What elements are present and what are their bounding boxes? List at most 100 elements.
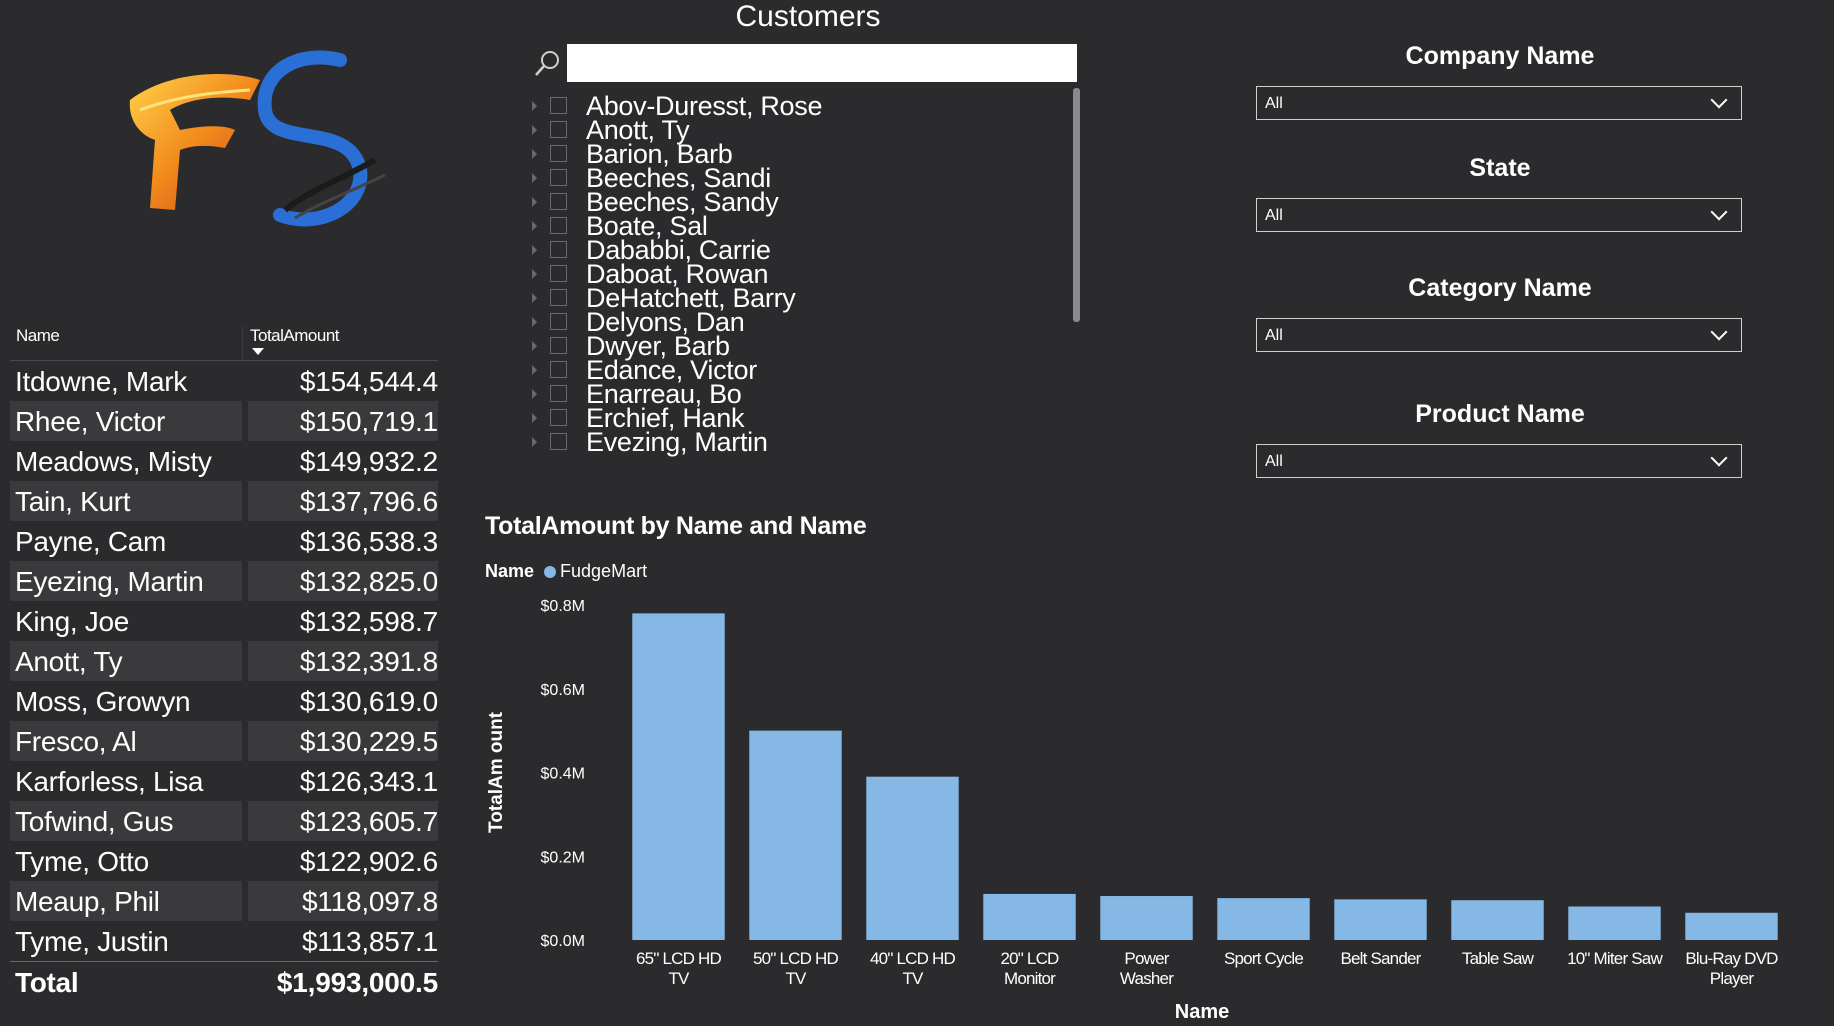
- bar[interactable]: [1451, 900, 1544, 940]
- chevron-down-icon[interactable]: [1710, 449, 1728, 467]
- customer-checkbox[interactable]: [550, 193, 567, 210]
- table-row[interactable]: Karforless, Lisa $126,343.1: [10, 761, 438, 801]
- customer-checkbox[interactable]: [550, 265, 567, 282]
- expand-arrow-icon[interactable]: [532, 389, 537, 399]
- cell-separator: [242, 481, 248, 521]
- chevron-down-icon[interactable]: [1710, 323, 1728, 341]
- total-label: Total: [15, 967, 79, 998]
- expand-arrow-icon[interactable]: [532, 437, 537, 447]
- table-row[interactable]: Tofwind, Gus $123,605.7: [10, 801, 438, 841]
- customer-list-item[interactable]: Daboat, Rowan: [530, 259, 1070, 289]
- table-row[interactable]: Tyme, Justin $113,857.1: [10, 921, 438, 961]
- column-header-totalamount[interactable]: TotalAmount: [250, 326, 340, 345]
- cell-total-amount: $126,343.1: [299, 766, 438, 797]
- customer-list-item[interactable]: Delyons, Dan: [530, 307, 1070, 337]
- customers-search-input[interactable]: [567, 44, 1077, 82]
- customer-checkbox[interactable]: [550, 289, 567, 306]
- customer-checkbox[interactable]: [550, 409, 567, 426]
- cell-total-amount: $113,857.1: [301, 926, 438, 957]
- expand-arrow-icon[interactable]: [532, 125, 537, 135]
- table-row[interactable]: Fresco, Al $130,229.5: [10, 721, 438, 761]
- bar[interactable]: [749, 730, 842, 940]
- customer-checkbox[interactable]: [550, 313, 567, 330]
- customer-checkbox[interactable]: [550, 145, 567, 162]
- expand-arrow-icon[interactable]: [532, 149, 537, 159]
- customer-list-item[interactable]: Beeches, Sandi: [530, 163, 1070, 193]
- bar[interactable]: [1100, 896, 1193, 940]
- expand-arrow-icon[interactable]: [532, 173, 537, 183]
- bar[interactable]: [1334, 899, 1427, 940]
- expand-arrow-icon[interactable]: [532, 101, 537, 111]
- bar[interactable]: [1217, 898, 1310, 940]
- customer-checkbox[interactable]: [550, 361, 567, 378]
- customer-list-item[interactable]: Edance, Victor: [530, 355, 1070, 385]
- x-tick-label: Blu-Ray DVD: [1685, 949, 1778, 968]
- customer-list-item[interactable]: Dababbi, Carrie: [530, 235, 1070, 265]
- product-name-dropdown[interactable]: All: [1256, 444, 1742, 478]
- customer-checkbox[interactable]: [550, 385, 567, 402]
- expand-arrow-icon[interactable]: [532, 221, 537, 231]
- state-dropdown[interactable]: All: [1256, 198, 1742, 232]
- table-row[interactable]: Moss, Growyn $130,619.0: [10, 681, 438, 721]
- table-row[interactable]: Meadows, Misty $149,932.2: [10, 441, 438, 481]
- company-name-slicer-title: Company Name: [1405, 42, 1595, 70]
- table-row[interactable]: Itdowne, Mark $154,544.4: [10, 361, 438, 401]
- chevron-down-icon[interactable]: [1710, 203, 1728, 221]
- table-row[interactable]: King, Joe $132,598.7: [10, 601, 438, 641]
- bar[interactable]: [1685, 912, 1778, 940]
- expand-arrow-icon[interactable]: [532, 245, 537, 255]
- customer-list-item[interactable]: Beeches, Sandy: [530, 187, 1070, 217]
- customer-checkbox[interactable]: [550, 121, 567, 138]
- legend-entry-fudgemart[interactable]: FudgeMart: [560, 561, 648, 581]
- bar[interactable]: [983, 893, 1076, 940]
- cell-customer-name: Meaup, Phil: [15, 886, 160, 917]
- customer-list-item[interactable]: Erchief, Hank: [530, 403, 1070, 433]
- customer-list-item[interactable]: DeHatchett, Barry: [530, 283, 1070, 313]
- x-tick-label: 40" LCD HD: [870, 949, 955, 968]
- y-tick-label: $0.0M: [541, 933, 585, 950]
- column-header-name[interactable]: Name: [16, 326, 60, 345]
- expand-arrow-icon[interactable]: [532, 317, 537, 327]
- table-row[interactable]: Rhee, Victor $150,719.1: [10, 401, 438, 441]
- table-row[interactable]: Payne, Cam $136,538.3: [10, 521, 438, 561]
- cell-total-amount: $122,902.6: [299, 846, 438, 877]
- cell-total-amount: $132,825.0: [299, 566, 438, 597]
- customer-list-item[interactable]: Boate, Sal: [530, 211, 1070, 241]
- table-row[interactable]: Anott, Ty $132,391.8: [10, 641, 438, 681]
- customer-checkbox[interactable]: [550, 169, 567, 186]
- expand-arrow-icon[interactable]: [532, 269, 537, 279]
- expand-arrow-icon[interactable]: [532, 341, 537, 351]
- table-row[interactable]: Tain, Kurt $137,796.6: [10, 481, 438, 521]
- cell-separator: [242, 801, 248, 841]
- column-divider: [242, 326, 243, 360]
- customer-label: Delyons, Dan: [586, 307, 745, 337]
- customer-checkbox[interactable]: [550, 337, 567, 354]
- customer-checkbox[interactable]: [550, 97, 567, 114]
- customer-list-item[interactable]: Abov-Duresst, Rose: [530, 95, 1070, 121]
- customer-list-item[interactable]: Barion, Barb: [530, 139, 1070, 169]
- bar[interactable]: [632, 613, 725, 940]
- customer-list-item[interactable]: Dwyer, Barb: [530, 331, 1070, 361]
- cell-total-amount: $130,229.5: [299, 726, 438, 757]
- customer-list-item[interactable]: Anott, Ty: [530, 115, 1070, 145]
- bar[interactable]: [1568, 906, 1661, 941]
- expand-arrow-icon[interactable]: [532, 413, 537, 423]
- expand-arrow-icon[interactable]: [532, 293, 537, 303]
- expand-arrow-icon[interactable]: [532, 197, 537, 207]
- customer-checkbox[interactable]: [550, 241, 567, 258]
- customer-checkbox[interactable]: [550, 433, 567, 450]
- bar[interactable]: [866, 776, 959, 940]
- expand-arrow-icon[interactable]: [532, 365, 537, 375]
- table-row[interactable]: Eyezing, Martin $132,825.0: [10, 561, 438, 601]
- company-name-dropdown[interactable]: All: [1256, 86, 1742, 120]
- customer-list-item[interactable]: Enarreau, Bo: [530, 379, 1070, 409]
- chevron-down-icon[interactable]: [1710, 91, 1728, 109]
- customer-list-item[interactable]: Evezing, Martin: [530, 427, 1070, 457]
- table-row[interactable]: Meaup, Phil $118,097.8: [10, 881, 438, 921]
- category-name-dropdown[interactable]: All: [1256, 318, 1742, 352]
- sort-descending-icon[interactable]: [252, 348, 264, 355]
- customer-checkbox[interactable]: [550, 217, 567, 234]
- customers-list-scrollbar[interactable]: [1073, 88, 1080, 322]
- customer-label: Erchief, Hank: [586, 403, 745, 433]
- table-row[interactable]: Tyme, Otto $122,902.6: [10, 841, 438, 881]
